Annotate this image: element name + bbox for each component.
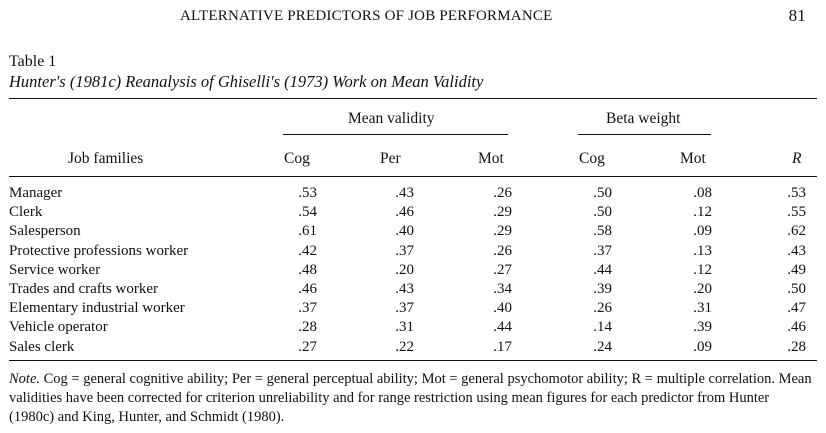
table-cell: .43 (395, 185, 414, 201)
table-cell: .40 (395, 223, 414, 240)
table-cell: .46 (787, 319, 806, 336)
table-cell: .14 (593, 319, 612, 336)
table-row: Clerk .54 .46 .29 .50 .12 .55 (0, 204, 826, 223)
table-cell: .44 (593, 261, 612, 278)
table-cell: .53 (298, 185, 317, 201)
table-cell: .27 (298, 338, 317, 355)
table-cell: .42 (298, 242, 317, 259)
table-cell: .29 (493, 223, 512, 240)
column-header-beta-mot: Mot (680, 150, 706, 167)
table-row: Manager .53 .43 .26 .50 .08 .53 (0, 185, 826, 204)
job-family-label: Clerk (9, 204, 43, 221)
table-cell: .53 (787, 185, 806, 201)
table-cell: .34 (493, 281, 512, 297)
table-cell: .50 (593, 204, 612, 221)
table-row: Service worker .48 .20 .27 .44 .12 .49 (0, 262, 826, 281)
table-cell: .54 (298, 204, 317, 221)
column-header-per: Per (380, 150, 401, 167)
table-caption: Hunter's (1981c) Reanalysis of Ghiselli'… (9, 72, 484, 91)
table-label: Table 1 (9, 53, 57, 70)
table-bottom-rule (9, 360, 817, 361)
table-cell: .28 (298, 319, 317, 336)
table-cell: .61 (298, 223, 317, 240)
table-cell: .44 (493, 319, 512, 336)
table-cell: .37 (298, 300, 317, 317)
table-cell: .20 (693, 281, 712, 297)
table-cell: .22 (395, 338, 414, 355)
running-title: ALTERNATIVE PREDICTORS OF JOB PERFORMANC… (180, 8, 553, 24)
table-cell: .26 (493, 242, 512, 259)
table-row: Elementary industrial worker .37 .37 .40 .26… (0, 300, 826, 319)
group-rule-beta-weight (578, 134, 711, 135)
table-cell: .43 (395, 281, 414, 297)
table-cell: .17 (493, 338, 512, 355)
table-cell: .31 (693, 300, 712, 317)
table-cell: .55 (787, 204, 806, 221)
table-row: Vehicle operator .28 .31 .44 .14 .39 .46 (0, 319, 826, 338)
table-cell: .13 (693, 242, 712, 259)
table-cell: .29 (493, 204, 512, 221)
note-text: Cog = general cognitive ability; Per = g… (9, 371, 812, 425)
group-header-beta-weight: Beta weight (606, 110, 681, 127)
job-family-label: Vehicle operator (9, 319, 108, 336)
table-cell: .58 (593, 223, 612, 240)
column-header-mot: Mot (478, 150, 504, 167)
table-row: Sales clerk .27 .22 .17 .24 .09 .28 (0, 339, 826, 358)
column-header-cog: Cog (284, 150, 310, 167)
table-cell: .39 (693, 319, 712, 336)
table-cell: .39 (593, 281, 612, 297)
job-family-label: Manager (9, 185, 63, 201)
table-row: Trades and crafts worker .46 .43 .34 .39 .20.… (0, 281, 826, 300)
row-header-job-families: Job families (68, 150, 144, 167)
table-cell: .28 (787, 338, 806, 355)
table-cell: .09 (693, 223, 712, 240)
table-cell: .40 (493, 300, 512, 317)
table-cell: .20 (395, 261, 414, 278)
table-top-rule (9, 98, 817, 99)
table-cell: .37 (395, 300, 414, 317)
table-row: Salesperson .61 .40 .29 .58 .09 .62 (0, 223, 826, 242)
group-rule-mean-validity (283, 134, 508, 135)
table-row: Protective professions worker .42 .37 .26 .3… (0, 243, 826, 262)
table-cell: .26 (493, 185, 512, 201)
table-cell: .48 (298, 261, 317, 278)
table-cell: .62 (787, 223, 806, 240)
table-note: Note. Cog = general cognitive ability; P… (9, 370, 817, 427)
running-head: ALTERNATIVE PREDICTORS OF JOB PERFORMANC… (0, 6, 826, 28)
job-family-label: Service worker (9, 261, 101, 278)
table-cell: .12 (693, 204, 712, 221)
table-cell: .24 (593, 338, 612, 355)
table-cell: .12 (693, 261, 712, 278)
job-family-label: Trades and crafts worker (9, 281, 158, 297)
column-header-beta-cog: Cog (579, 150, 605, 167)
table-cell: .46 (395, 204, 414, 221)
table-cell: .46 (298, 281, 317, 297)
column-header-r: R (792, 150, 802, 167)
job-family-label: Salesperson (9, 223, 81, 240)
table-cell: .37 (593, 242, 612, 259)
job-family-label: Sales clerk (9, 338, 75, 355)
table-cell: .26 (593, 300, 612, 317)
page-number: 81 (788, 6, 806, 25)
group-header-mean-validity: Mean validity (348, 110, 435, 127)
table-cell: .49 (787, 261, 806, 278)
table-cell: .27 (493, 261, 512, 278)
table-cell: .37 (395, 242, 414, 259)
table-cell: .43 (787, 242, 806, 259)
job-family-label: Elementary industrial worker (9, 300, 185, 317)
job-family-label: Protective professions worker (9, 242, 189, 259)
note-label: Note. (9, 371, 41, 387)
table-header-rule (9, 176, 817, 177)
table-cell: .50 (787, 281, 806, 297)
table-cell: .47 (787, 300, 806, 317)
table-cell: .08 (693, 185, 712, 201)
table-cell: .31 (395, 319, 414, 336)
table-cell: .50 (593, 185, 612, 201)
table-cell: .09 (693, 338, 712, 355)
